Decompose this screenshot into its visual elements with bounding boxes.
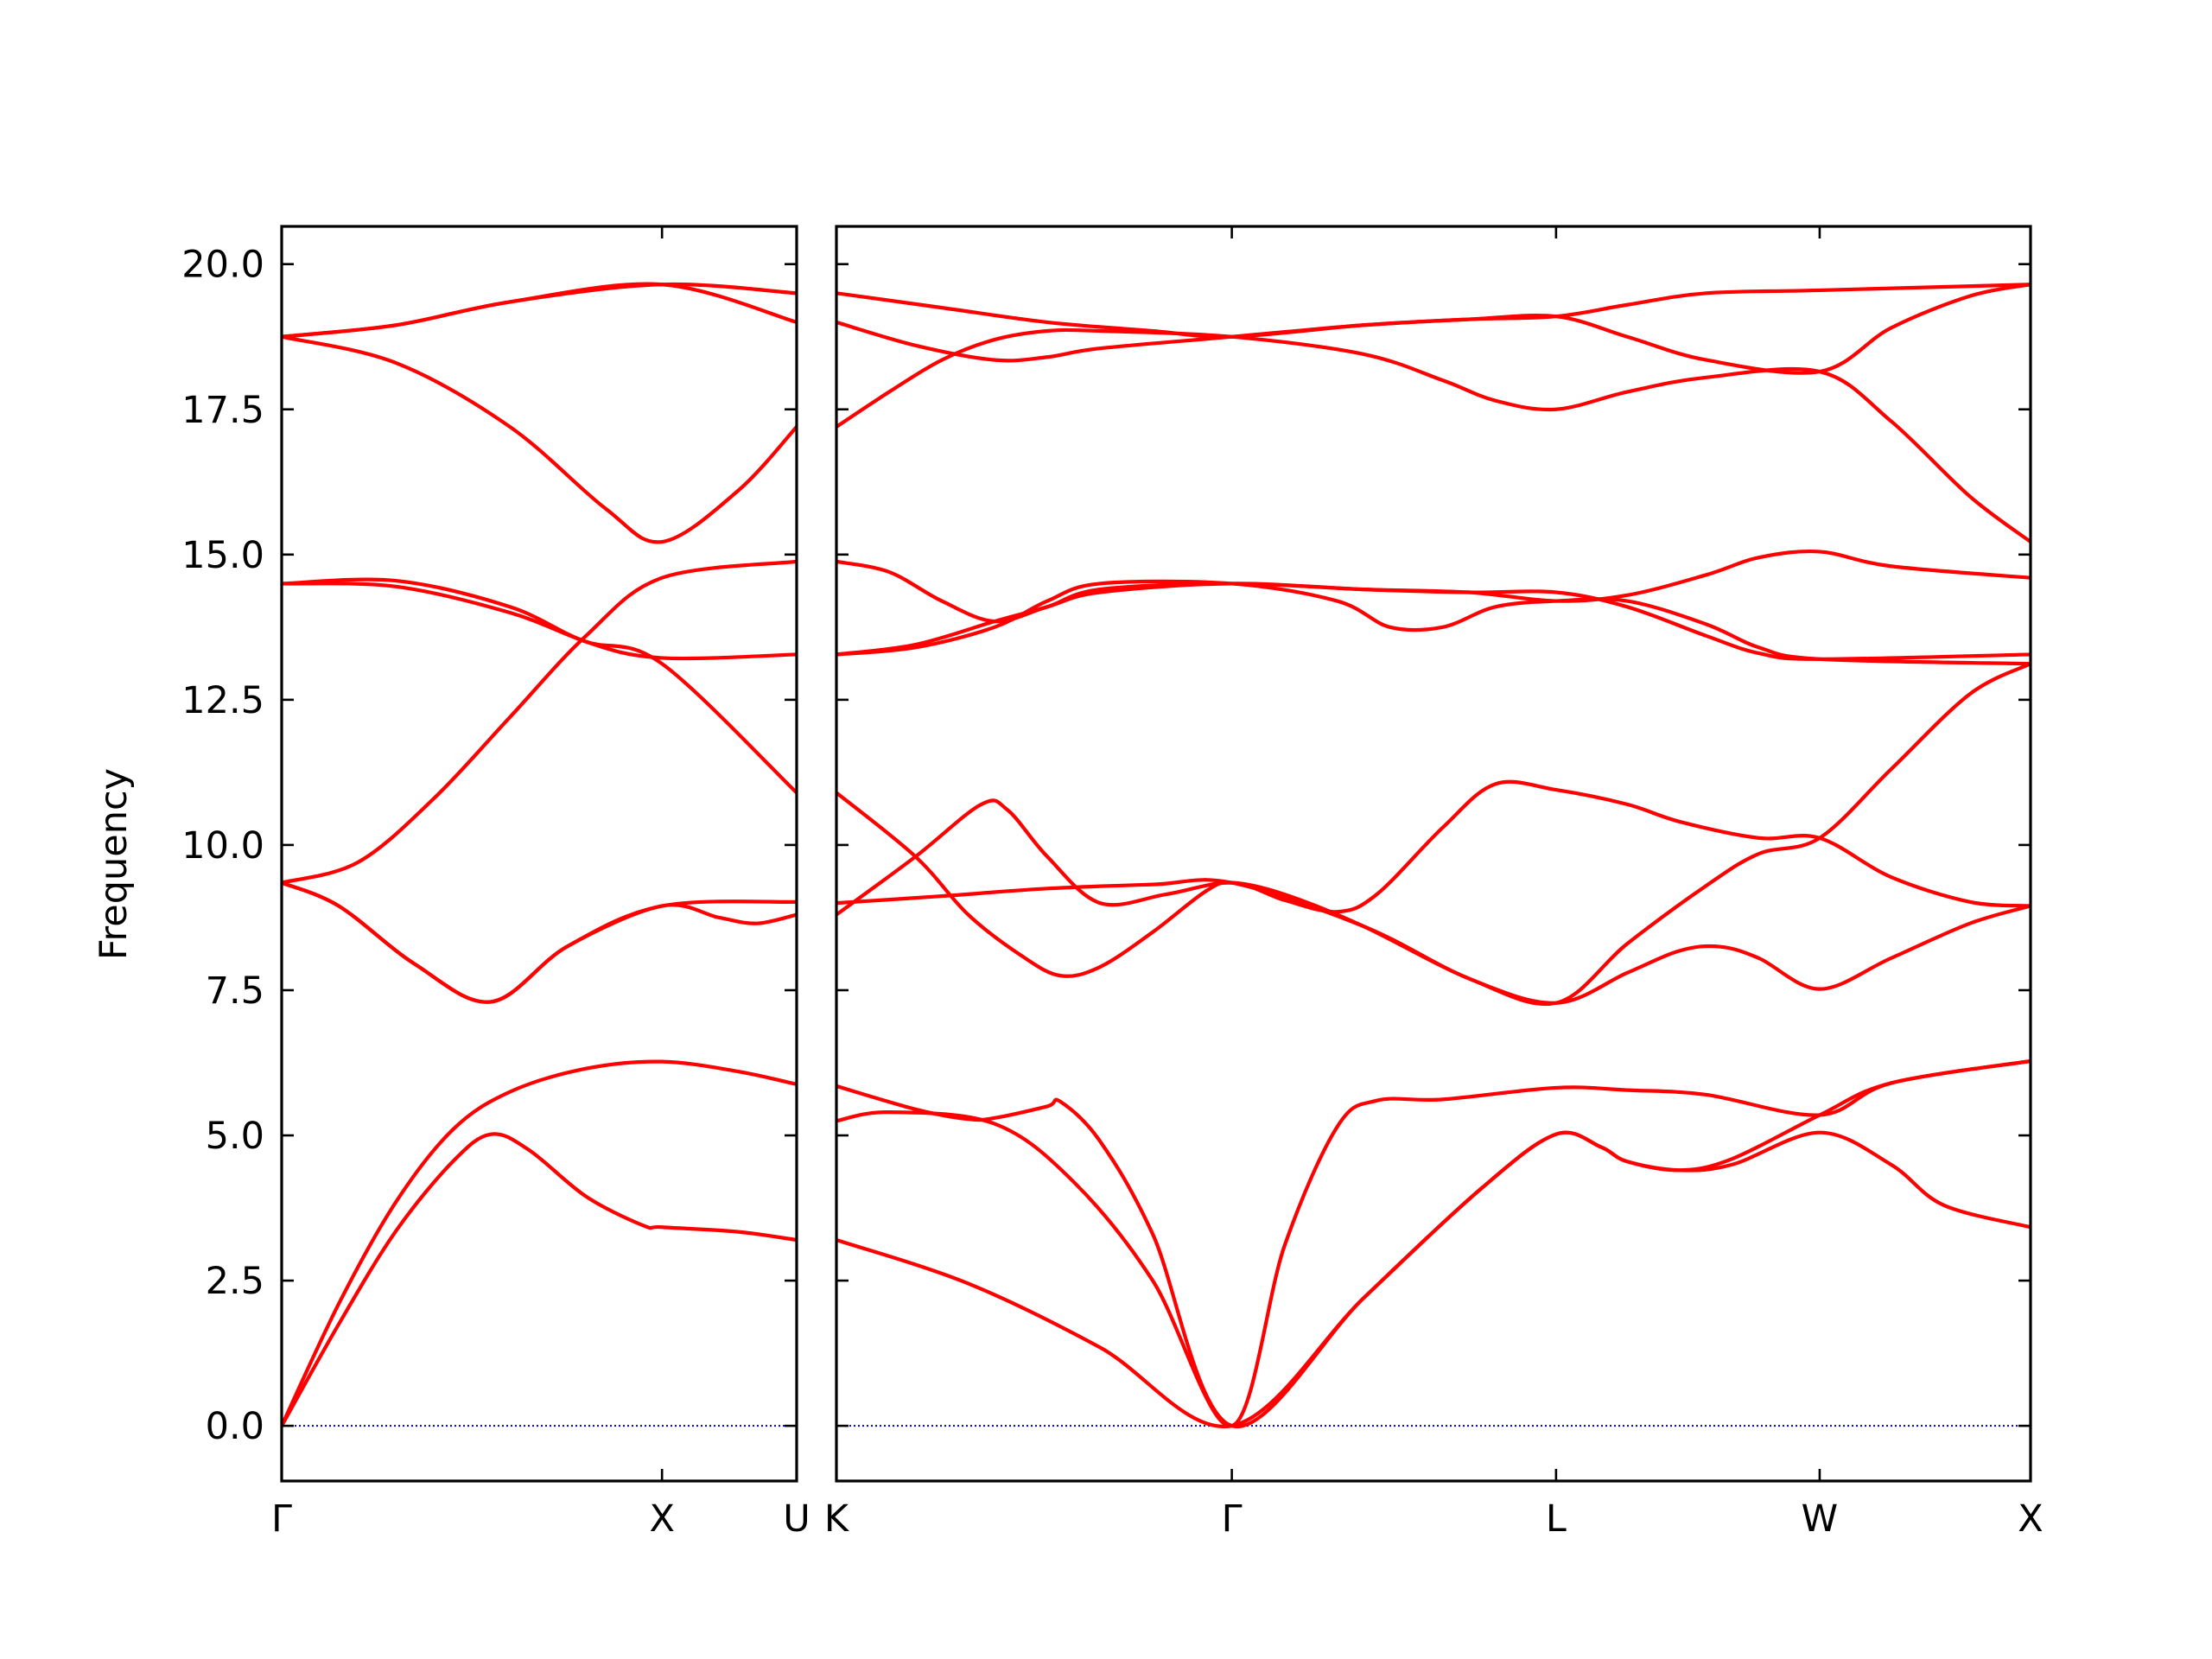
y-tick-label: 7.5 <box>206 969 264 1013</box>
x-tick-label-K: K <box>824 1497 850 1541</box>
panel-frame <box>280 225 798 1483</box>
y-tick-label: 10.0 <box>181 824 264 868</box>
band-line-4 <box>836 779 2031 917</box>
band-line-1 <box>282 1132 797 1428</box>
band-line-4 <box>282 880 797 1004</box>
band-line-7 <box>282 577 797 661</box>
band-line-9 <box>836 549 2031 624</box>
band-line-3 <box>836 1058 2031 1429</box>
y-tick-label: 17.5 <box>181 389 264 432</box>
panel-frame <box>835 225 2032 1483</box>
x-tick-label-L: L <box>1546 1497 1567 1541</box>
y-axis-label: Frequency <box>92 768 136 960</box>
y-tick-label: 12.5 <box>181 679 264 722</box>
band-line-6 <box>836 662 2031 1007</box>
panel-gamma-x-u: 0.0 2.5 5.0 7.5 10.0 12.5 15.0 17.5 20.0 Γ X U <box>181 225 810 1541</box>
band-line-10 <box>282 282 797 339</box>
x-tick-label-Γ: Γ <box>1222 1497 1243 1541</box>
band-line-2 <box>282 1059 797 1428</box>
band-line-8 <box>836 579 2031 666</box>
y-tick-label: 0.0 <box>206 1405 264 1448</box>
band-line-12 <box>836 283 2031 339</box>
y-tick-label: 15.0 <box>181 534 264 577</box>
x-tick-label-U: U <box>783 1497 810 1541</box>
y-tick-label: 20.0 <box>181 244 264 287</box>
y-tick-label: 5.0 <box>206 1115 264 1158</box>
x-tick-label-X: X <box>2018 1497 2043 1541</box>
band-line-2 <box>836 1058 2031 1428</box>
x-tick-label-Γ: Γ <box>271 1497 292 1541</box>
band-line-5 <box>282 559 797 885</box>
band-line-10 <box>836 327 2031 544</box>
band-line-8 <box>282 334 797 544</box>
x-tick-label-X: X <box>649 1497 674 1541</box>
y-tick-label: 2.5 <box>206 1260 264 1303</box>
x-tick-label-W: W <box>1802 1497 1839 1541</box>
